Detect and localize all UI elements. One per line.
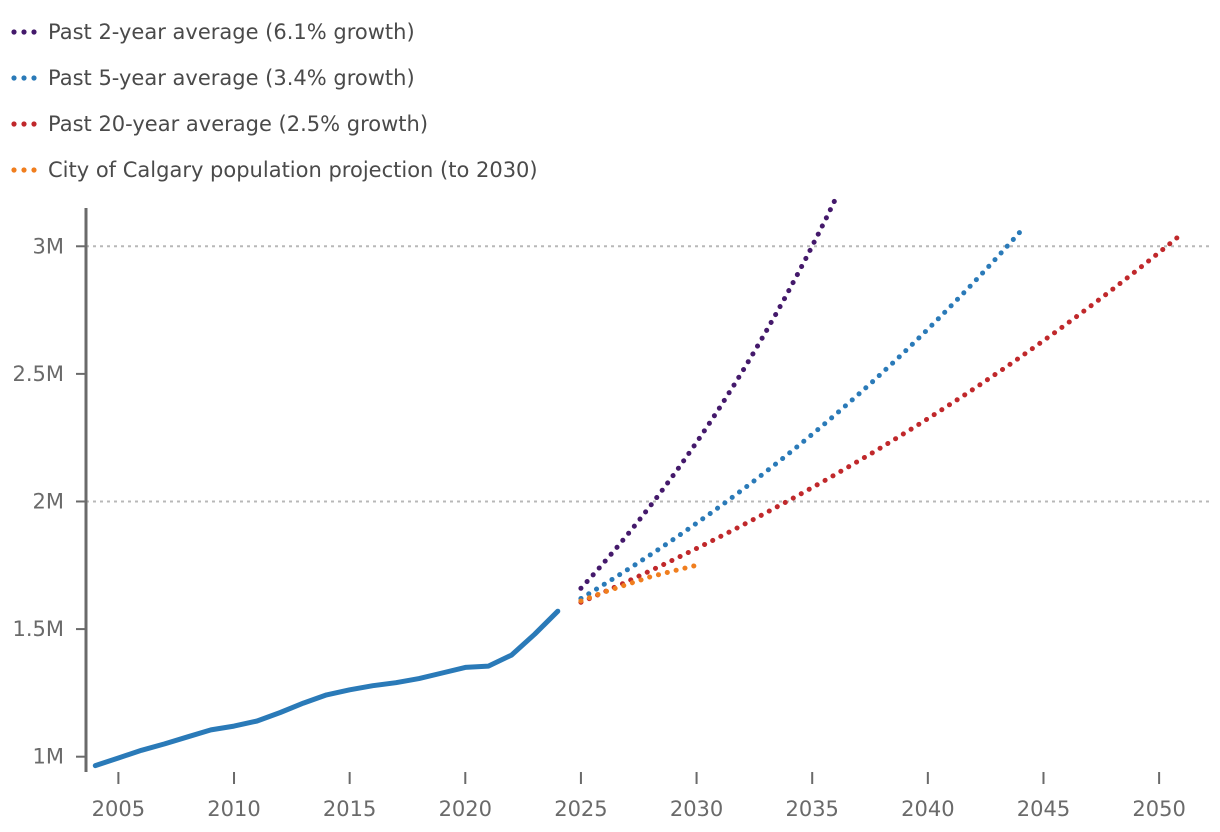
series-layer	[92, 196, 1185, 769]
x-tick-label: 2010	[207, 797, 260, 821]
y-tick-label: 3M	[33, 234, 64, 258]
x-tick-label: 2005	[92, 797, 145, 821]
x-tick-label: 2030	[670, 797, 723, 821]
x-tick-label: 2050	[1132, 797, 1185, 821]
legend-label: Past 5-year average (3.4% growth)	[48, 66, 415, 90]
y-tick-label: 2.5M	[12, 362, 64, 386]
series-line	[578, 196, 838, 591]
legend-item: Past 20-year average (2.5% growth)	[11, 112, 428, 136]
legend-label: Past 2-year average (6.1% growth)	[48, 20, 415, 44]
legend-item: Past 2-year average (6.1% growth)	[11, 20, 415, 44]
historical-series-line	[92, 608, 561, 769]
legend-item: Past 5-year average (3.4% growth)	[11, 66, 415, 90]
legend-marker	[11, 75, 37, 81]
legend: Past 2-year average (6.1% growth) Past 5-…	[11, 20, 538, 182]
legend-marker	[11, 167, 37, 173]
gridlines	[86, 245, 1210, 503]
legend-marker	[11, 29, 37, 35]
x-tick-label: 2020	[439, 797, 492, 821]
y-tick-label: 2M	[33, 489, 64, 513]
x-tick-label: 2040	[901, 797, 954, 821]
x-tick-label: 2025	[554, 797, 607, 821]
x-tick-label: 2015	[323, 797, 376, 821]
y-tick-label: 1.5M	[12, 617, 64, 641]
legend-marker	[11, 121, 37, 127]
series-line	[578, 229, 1023, 601]
series-line	[578, 231, 1185, 605]
legend-item: City of Calgary population projection (t…	[11, 158, 538, 182]
legend-label: City of Calgary population projection (t…	[48, 158, 538, 182]
x-axis-ticks: 2005 2010 2015 2020 2025 2030 2035 2040 2045 2050	[92, 772, 1186, 821]
y-axis-ticks: 1M 1.5M 2M 2.5M 3M	[12, 234, 86, 769]
series-line	[578, 562, 700, 604]
x-tick-label: 2045	[1017, 797, 1070, 821]
y-tick-label: 1M	[33, 745, 64, 769]
x-tick-label: 2035	[785, 797, 838, 821]
legend-label: Past 20-year average (2.5% growth)	[48, 112, 428, 136]
